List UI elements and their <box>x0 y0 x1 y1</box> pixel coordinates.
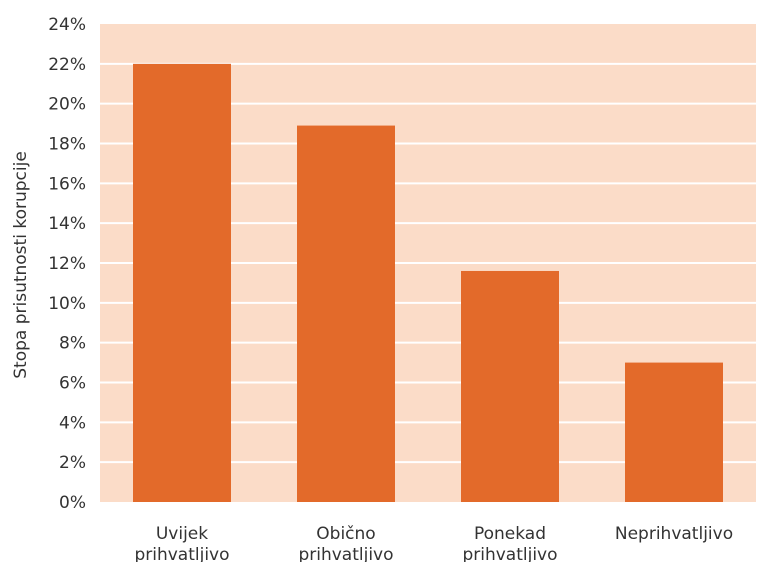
bar <box>133 63 231 502</box>
x-category-label-line: prihvatljivo <box>134 545 229 562</box>
y-tick-label: 24% <box>48 15 86 35</box>
y-axis-ticks: 0% 2% 4% 6% 8% 10% 12% 14% 16% 18% 20% 22% 24% <box>48 15 86 513</box>
x-category-label-line: prihvatljivo <box>462 545 557 562</box>
y-tick-label: 18% <box>48 135 86 155</box>
x-category-label: Neprihvatljivo <box>615 524 733 544</box>
y-tick-label: 10% <box>48 294 86 314</box>
bar <box>625 362 723 502</box>
y-tick-label: 12% <box>48 254 86 274</box>
y-tick-label: 6% <box>59 374 86 394</box>
x-category-label: Uvijek prihvatljivo <box>134 524 229 562</box>
y-tick-label: 20% <box>48 95 86 115</box>
bar <box>461 270 559 502</box>
x-category-label-line: Uvijek <box>156 524 208 544</box>
bars <box>133 63 723 502</box>
y-tick-label: 4% <box>59 413 86 433</box>
y-tick-label: 2% <box>59 453 86 473</box>
x-category-label-line: Ponekad <box>474 524 546 544</box>
y-tick-label: 16% <box>48 174 86 194</box>
y-tick-label: 0% <box>59 493 86 513</box>
x-category-label-line: Neprihvatljivo <box>615 524 733 544</box>
y-axis-title: Stopa prisutnosti korupcije <box>11 151 31 379</box>
y-tick-label: 14% <box>48 214 86 234</box>
bar <box>297 125 395 502</box>
x-category-label: Ponekad prihvatljivo <box>462 524 557 562</box>
x-category-label: Obično prihvatljivo <box>298 524 393 562</box>
x-category-label-line: Obično <box>316 524 375 544</box>
x-category-label-line: prihvatljivo <box>298 545 393 562</box>
y-tick-label: 8% <box>59 334 86 354</box>
y-tick-label: 22% <box>48 55 86 75</box>
